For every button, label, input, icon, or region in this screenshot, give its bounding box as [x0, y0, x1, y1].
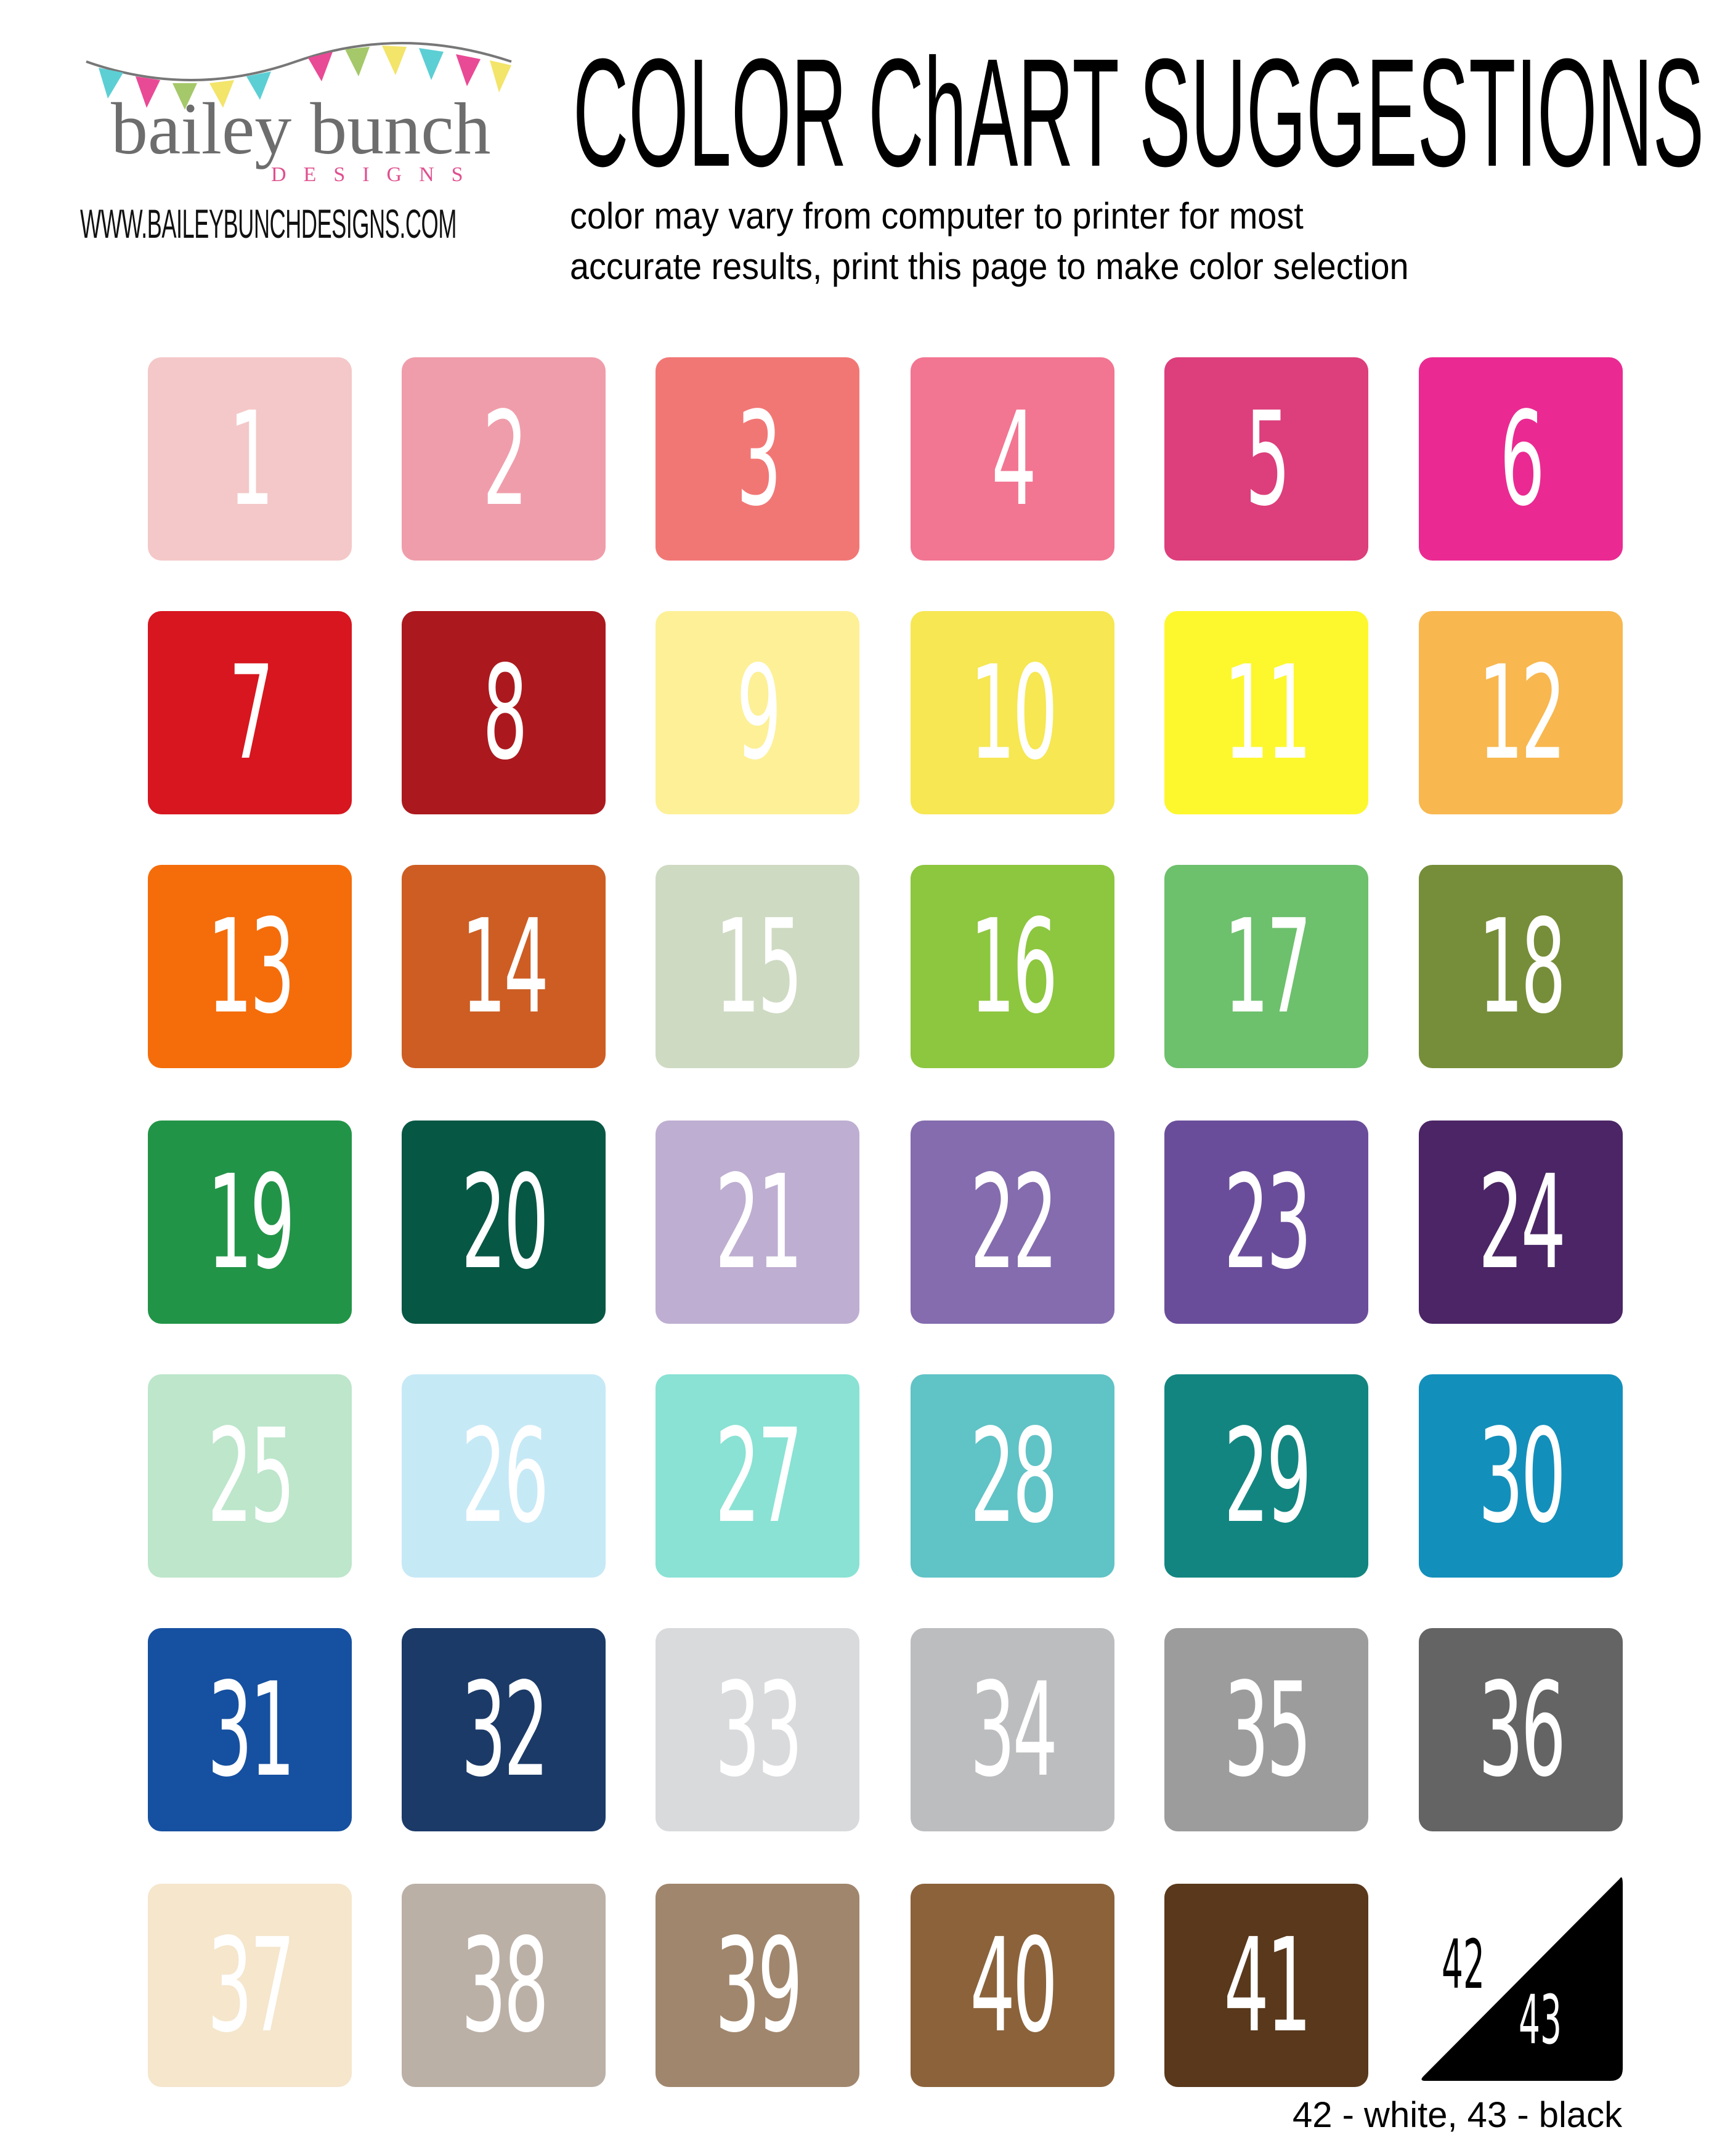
swatch-number: 17 — [1224, 891, 1312, 1042]
swatch-number: 30 — [1478, 1400, 1566, 1552]
color-swatch: 8 — [402, 611, 606, 814]
color-swatch: 13 — [148, 865, 352, 1068]
color-swatch: 35 — [1164, 1628, 1368, 1831]
swatch-number: 35 — [1224, 1654, 1312, 1805]
swatch-number: 2 — [482, 383, 527, 535]
color-swatch: 31 — [148, 1628, 352, 1831]
swatch-number: 22 — [970, 1146, 1058, 1298]
swatch-number: 28 — [970, 1400, 1058, 1552]
color-swatch: 7 — [148, 611, 352, 814]
swatch-number: 3 — [736, 383, 781, 535]
color-swatch: 41 — [1164, 1884, 1368, 2087]
color-swatch: 33 — [656, 1628, 859, 1831]
website-url: WWW.BAILEYBUNCHDESIGNS.COM — [80, 201, 457, 246]
color-swatch: 24 — [1419, 1121, 1623, 1324]
swatch-number: 11 — [1224, 637, 1312, 788]
color-swatch: 20 — [402, 1121, 606, 1324]
swatch-number: 25 — [207, 1400, 295, 1552]
split-swatch-42-43 — [1421, 1877, 1623, 2081]
swatch-number: 15 — [715, 891, 803, 1042]
subtitle: color may vary from computer to printer … — [570, 191, 1409, 292]
color-swatch: 30 — [1419, 1374, 1623, 1578]
color-swatch: 39 — [656, 1884, 859, 2087]
color-swatch: 19 — [148, 1121, 352, 1324]
swatch-number: 18 — [1478, 891, 1566, 1042]
logo-subtext: DESIGNS — [271, 163, 481, 186]
swatch-number: 4 — [991, 383, 1036, 535]
color-swatch: 10 — [911, 611, 1114, 814]
color-swatch: 3 — [656, 357, 859, 561]
swatch-number: 19 — [207, 1146, 295, 1298]
swatch-number: 6 — [1499, 383, 1544, 535]
swatch-number: 41 — [1224, 1910, 1312, 2061]
color-swatch: 22 — [911, 1121, 1114, 1324]
swatch-number: 32 — [461, 1654, 549, 1805]
swatch-number: 36 — [1478, 1654, 1566, 1805]
swatch-number: 23 — [1224, 1146, 1312, 1298]
swatch-number: 39 — [715, 1910, 803, 2061]
color-swatch: 36 — [1419, 1628, 1623, 1831]
swatch-number: 5 — [1244, 383, 1290, 535]
color-swatch: 29 — [1164, 1374, 1368, 1578]
color-swatch: 5 — [1164, 357, 1368, 561]
brand-logo: bailey bunch DESIGNS — [68, 25, 530, 209]
color-swatch: 9 — [656, 611, 859, 814]
swatch-number: 37 — [207, 1910, 295, 2061]
color-swatch: 16 — [911, 865, 1114, 1068]
swatch-number: 24 — [1478, 1146, 1566, 1298]
swatch-number: 1 — [228, 383, 274, 535]
swatch-number: 14 — [461, 891, 549, 1042]
swatch-number: 7 — [228, 637, 274, 788]
color-swatch: 18 — [1419, 865, 1623, 1068]
swatch-number: 33 — [715, 1654, 803, 1805]
color-swatch: 12 — [1419, 611, 1623, 814]
bunting-graphic — [86, 42, 512, 110]
color-swatch: 11 — [1164, 611, 1368, 814]
page-title: COLOR ChART SUGGESTIONS — [573, 26, 1705, 198]
swatch-number: 10 — [970, 637, 1058, 788]
swatch-number: 12 — [1478, 637, 1566, 788]
footer-note: 42 - white, 43 - black — [1293, 2095, 1623, 2135]
swatch-number: 40 — [970, 1910, 1058, 2061]
color-swatch: 27 — [656, 1374, 859, 1578]
swatch-number: 13 — [207, 891, 295, 1042]
subtitle-line-2: accurate results, print this page to mak… — [570, 246, 1409, 287]
swatch-number: 20 — [461, 1146, 549, 1298]
color-swatch: 17 — [1164, 865, 1368, 1068]
swatch-number-43: 43 — [1519, 1980, 1562, 2059]
color-swatch: 6 — [1419, 357, 1623, 561]
color-swatch: 32 — [402, 1628, 606, 1831]
color-swatch: 23 — [1164, 1121, 1368, 1324]
swatch-number-42: 42 — [1442, 1925, 1485, 2004]
color-swatch: 38 — [402, 1884, 606, 2087]
color-swatch: 15 — [656, 865, 859, 1068]
logo-text: bailey bunch — [111, 87, 491, 169]
swatch-number: 31 — [207, 1654, 295, 1805]
swatch-number: 26 — [461, 1400, 549, 1552]
swatch-number: 29 — [1224, 1400, 1312, 1552]
color-swatch: 26 — [402, 1374, 606, 1578]
swatch-number: 34 — [970, 1654, 1058, 1805]
color-swatch: 4 — [911, 357, 1114, 561]
swatch-number: 38 — [461, 1910, 549, 2061]
color-swatch: 21 — [656, 1121, 859, 1324]
color-swatch: 2 — [402, 357, 606, 561]
swatch-number: 27 — [715, 1400, 803, 1552]
swatch-number: 9 — [736, 637, 781, 788]
color-swatch: 25 — [148, 1374, 352, 1578]
color-swatch: 1 — [148, 357, 352, 561]
color-swatch: 34 — [911, 1628, 1114, 1831]
color-swatch: 28 — [911, 1374, 1114, 1578]
subtitle-line-1: color may vary from computer to printer … — [570, 195, 1304, 237]
swatch-number: 8 — [482, 637, 527, 788]
color-swatch: 14 — [402, 865, 606, 1068]
color-swatch: 40 — [911, 1884, 1114, 2087]
color-swatch: 37 — [148, 1884, 352, 2087]
swatch-number: 21 — [715, 1146, 803, 1298]
swatch-number: 16 — [970, 891, 1058, 1042]
